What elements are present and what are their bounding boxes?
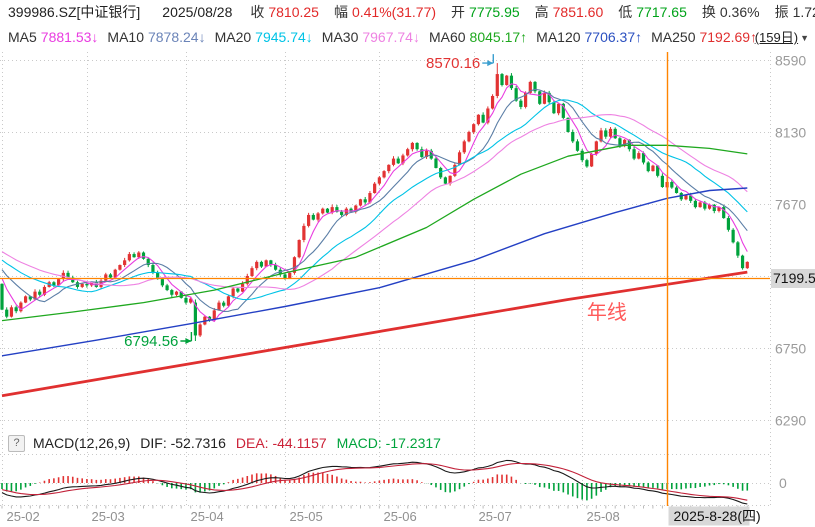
- quote-field: 开 7775.95: [451, 4, 520, 20]
- ma-label: MA60: [428, 29, 466, 45]
- quote-field-label: 开: [451, 4, 466, 20]
- ma-label: MA30: [321, 29, 359, 45]
- y-axis-label: 8590: [775, 53, 806, 69]
- quote-field-value: 1.72%: [792, 4, 815, 20]
- quote-field-value: 0.36%: [719, 4, 760, 20]
- quote-field-label: 幅: [333, 4, 348, 20]
- quote-field-label: 收: [250, 4, 265, 20]
- ma-value-MA20: MA20 7945.74↓: [215, 29, 313, 45]
- y-axis-label: 7670: [775, 197, 806, 213]
- chevron-down-icon[interactable]: ▼: [800, 33, 809, 43]
- price-annotation: 6794.56: [124, 333, 178, 350]
- macd-dif-value: DIF: -52.7316: [140, 435, 226, 451]
- candles: [0, 63, 749, 342]
- quote-field-label: 高: [534, 4, 549, 20]
- quote-field-label: 低: [618, 4, 633, 20]
- ma-line-MA30: [1, 114, 748, 290]
- ma-line-MA120: [1, 187, 748, 357]
- macd-dea-value: DEA: -44.1157: [235, 435, 327, 451]
- x-axis-label: 25-04: [191, 509, 224, 524]
- x-axis-label: 25-03: [92, 509, 125, 524]
- ma-number: 7881.53↓: [40, 29, 99, 45]
- ma-values: MA5 7881.53↓ MA10 7878.24↓ MA20 7945.74↓ MA30 7…: [8, 29, 766, 45]
- help-icon[interactable]: ?: [8, 434, 25, 452]
- crosshair-date-label: 2025-8-28(四): [674, 508, 761, 524]
- ma-value-MA10: MA10 7878.24↓: [107, 29, 205, 45]
- quote-field: 幅 0.41%(31.77): [334, 4, 436, 20]
- quote-fields: 收 7810.25 幅 0.41%(31.77) 开 7775.95 高 7851.60 低 77…: [250, 2, 815, 22]
- x-axis-label: 25-08: [587, 509, 620, 524]
- ma-value-MA5: MA5 7881.53↓: [8, 29, 98, 45]
- ma-number: 7945.74↓: [255, 29, 313, 45]
- quote-field: 振1.72%: [775, 4, 815, 20]
- chart-annotations: 8570.16 6794.56 年线: [124, 54, 627, 350]
- axis-labels: 8590 8130 7670 6750 6290 25-02 25-03 25-04 25-05…: [7, 53, 807, 525]
- ma-label: MA20: [214, 29, 252, 45]
- ma-value-MA120: MA120 7706.37↑: [536, 29, 642, 45]
- quote-field-value: 7717.65: [636, 4, 687, 20]
- crosshair-price-label: 7199.5: [773, 270, 815, 286]
- period-selector-label[interactable]: (159日): [754, 30, 799, 45]
- ma-value-MA30: MA30 7967.74↓: [322, 29, 420, 45]
- grid-lines: [0, 52, 771, 509]
- ma-number: 7192.69↑: [699, 29, 758, 45]
- ma-line-MA10: [1, 88, 748, 312]
- ma-label: MA120: [536, 29, 581, 45]
- y-axis-label: 6290: [775, 413, 806, 429]
- ma-line-MA20: [1, 99, 748, 301]
- x-axis-label: 25-05: [290, 509, 323, 524]
- ma-label: MA10: [107, 29, 144, 45]
- ma-number: 7878.24↓: [147, 29, 206, 45]
- y-axis-label: 6750: [775, 341, 806, 357]
- ma-line-MA250: [1, 270, 748, 398]
- symbol-name: 399986.SZ[中证银行]: [8, 4, 141, 20]
- crosshair-date-box: [668, 506, 750, 526]
- x-axis-label: 25-06: [384, 509, 417, 524]
- quote-field-value: 7810.25: [268, 4, 319, 20]
- ma-number: 7967.74↓: [362, 29, 420, 45]
- quote-field-value: 7775.95: [469, 4, 520, 20]
- quote-field: 换 0.36%: [702, 4, 760, 20]
- ma-value-MA250: MA250 7192.69↑: [651, 29, 757, 45]
- period-selector[interactable]: (159日) ▼: [755, 27, 809, 46]
- crosshair-price-box: [771, 269, 815, 288]
- ma-line-MA5: [1, 83, 748, 323]
- crosshair[interactable]: 7199.5 2025-8-28(四): [0, 52, 815, 526]
- macd-title: MACD(12,26,9): [33, 435, 131, 451]
- macd-zero-label: 0: [779, 475, 787, 491]
- quote-field-value: 0.41%(31.77): [351, 4, 437, 20]
- quote-date: 2025/08/28: [162, 4, 233, 20]
- ma-value-MA60: MA60 8045.17↑: [429, 29, 527, 45]
- x-axis-label: 25-02: [7, 509, 40, 524]
- quote-field-label: 换: [701, 4, 716, 20]
- macd-macd-value: MACD: -17.2317: [336, 435, 441, 451]
- x-axis-label: 25-07: [479, 509, 512, 524]
- ma-number: 7706.37↑: [584, 29, 643, 45]
- y-axis-label: 8130: [775, 125, 806, 141]
- annual-line-annotation: 年线: [587, 301, 627, 324]
- ma-line-MA60: [1, 144, 748, 322]
- quote-field-value: 7851.60: [552, 4, 604, 20]
- quote-field-label: 振: [774, 4, 789, 20]
- quote-field: 低 7717.65: [618, 4, 687, 20]
- quote-field: 收 7810.25: [250, 4, 319, 20]
- quote-header: 399986.SZ[中证银行] 2025/08/28 收 7810.25 幅 0.41…: [0, 1, 815, 23]
- macd-panel-header: ? MACD(12,26,9) DIF: -52.7316 DEA: -44.1…: [0, 433, 815, 453]
- ma-lines: [1, 83, 748, 398]
- ma-number: 8045.17↑: [469, 29, 528, 45]
- macd-panel: 0: [0, 459, 787, 505]
- ma-label: MA5: [8, 29, 37, 45]
- ma-label: MA250: [651, 29, 696, 45]
- quote-field: 高 7851.60: [535, 4, 604, 20]
- ma-indicator-bar: MA5 7881.53↓ MA10 7878.24↓ MA20 7945.74↓ MA30 7…: [0, 26, 815, 48]
- price-annotation: 8570.16: [426, 55, 480, 72]
